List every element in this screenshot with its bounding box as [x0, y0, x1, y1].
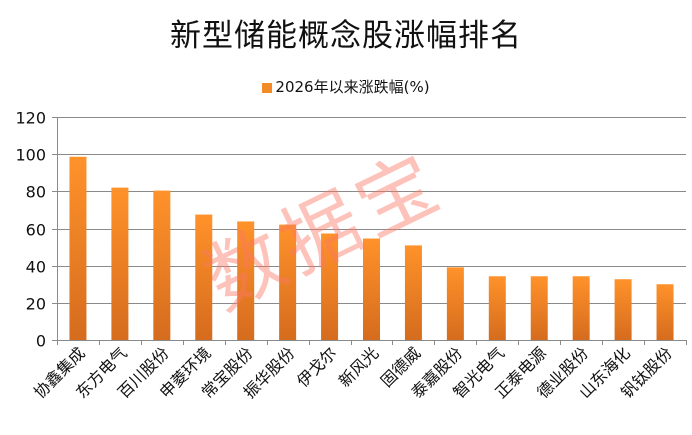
y-tick-label: 60: [26, 221, 46, 240]
bar: [488, 276, 506, 340]
y-tick-label: 100: [15, 146, 46, 165]
bar: [404, 245, 422, 340]
bar: [572, 276, 590, 340]
bar: [321, 233, 339, 340]
chart-title: 新型储能概念股涨幅排名: [170, 18, 522, 54]
y-tick-label: 40: [26, 258, 46, 277]
y-tick-label: 120: [15, 109, 46, 128]
bar: [363, 238, 380, 340]
bar: [153, 190, 171, 340]
legend-swatch: [262, 83, 273, 93]
bar: [446, 267, 464, 340]
bar: [237, 221, 255, 340]
y-tick-label: 20: [26, 295, 46, 314]
bar: [69, 156, 87, 340]
bar: [111, 187, 129, 340]
y-tick-label: 0: [36, 332, 46, 351]
bar: [279, 224, 297, 340]
legend: 2026年以来涨跌幅(%): [0, 76, 692, 97]
bar: [614, 279, 632, 340]
y-tick-label: 80: [26, 183, 46, 202]
bar: [195, 214, 213, 340]
bar: [530, 276, 548, 340]
x-tick-label: 新风光: [335, 343, 382, 390]
legend-label: 2026年以来涨跌幅(%): [275, 78, 430, 96]
bar: [656, 284, 674, 340]
x-tick-label: 伊戈尔: [293, 343, 340, 390]
